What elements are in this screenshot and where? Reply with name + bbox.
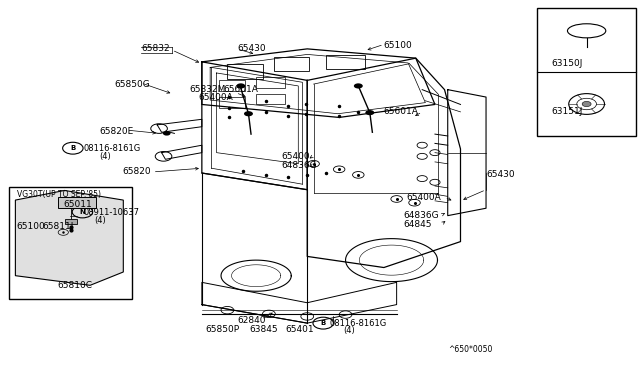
Text: 65430: 65430 [486, 170, 515, 179]
Circle shape [163, 131, 171, 136]
Circle shape [354, 83, 363, 89]
Text: 65832: 65832 [141, 44, 170, 53]
Bar [227, 64, 262, 78]
Circle shape [236, 83, 245, 89]
Text: 65850G: 65850G [115, 80, 150, 89]
Text: VG30T(UP TO SEP.'85): VG30T(UP TO SEP.'85) [17, 190, 100, 199]
Text: N: N [79, 209, 85, 215]
Text: (4): (4) [95, 216, 106, 225]
Circle shape [244, 111, 253, 116]
Text: (4): (4) [100, 152, 111, 161]
Text: 65400A: 65400A [406, 193, 441, 202]
Text: 64836G: 64836G [403, 211, 438, 220]
Text: 63151J: 63151J [552, 108, 583, 116]
Bar [219, 80, 244, 92]
Text: 65400A: 65400A [198, 93, 234, 102]
Polygon shape [15, 190, 124, 285]
Bar [537, 8, 636, 136]
Text: 65400: 65400 [282, 152, 310, 161]
Text: (4): (4) [344, 326, 355, 335]
Text: 65430: 65430 [237, 44, 266, 53]
Circle shape [582, 102, 591, 107]
Bar [58, 197, 97, 208]
Text: 62840: 62840 [237, 316, 266, 325]
Text: 65811J: 65811J [42, 221, 74, 231]
Text: 65011: 65011 [63, 200, 92, 209]
Text: 63150J: 63150J [552, 59, 583, 68]
Text: 08116-8161G: 08116-8161G [330, 319, 387, 328]
Text: 08116-8161G: 08116-8161G [84, 144, 141, 153]
Text: 64836G: 64836G [282, 161, 317, 170]
Text: 65820: 65820 [122, 167, 150, 176]
Text: B: B [321, 320, 326, 326]
Circle shape [365, 110, 374, 115]
Text: 65401: 65401 [285, 325, 314, 334]
Bar [219, 97, 244, 108]
Text: 65601A: 65601A [223, 85, 258, 94]
Text: 08911-10637: 08911-10637 [84, 208, 140, 217]
Bar [326, 55, 365, 69]
Bar [9, 187, 132, 299]
Bar [274, 57, 309, 71]
Text: 65100: 65100 [17, 221, 45, 231]
Text: 65100: 65100 [384, 41, 413, 50]
Bar [256, 94, 285, 105]
Text: ^650*0050: ^650*0050 [448, 345, 492, 354]
Text: 65810C: 65810C [57, 281, 92, 290]
Text: 65850P: 65850P [205, 325, 239, 334]
Bar [65, 219, 77, 224]
Text: 63845: 63845 [250, 325, 278, 334]
Bar [256, 77, 285, 88]
Text: 65832M: 65832M [189, 85, 225, 94]
Text: 65820E: 65820E [100, 126, 134, 136]
Text: B: B [70, 145, 76, 151]
Text: 64845: 64845 [403, 221, 431, 230]
Text: 65601A: 65601A [384, 108, 419, 116]
